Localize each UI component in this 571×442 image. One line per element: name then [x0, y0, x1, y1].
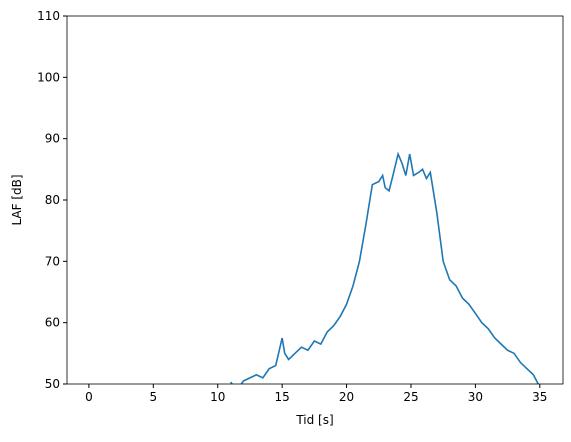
- plot-frame: [66, 15, 564, 385]
- x-tick-label: 30: [468, 390, 483, 404]
- y-tick-label: 50: [45, 377, 60, 391]
- y-tick-label: 100: [37, 70, 60, 84]
- x-axis-label: Tid [s]: [295, 413, 333, 427]
- x-tick-label: 0: [85, 390, 93, 404]
- x-tick-label: 20: [339, 390, 354, 404]
- x-tick-label: 10: [210, 390, 225, 404]
- y-tick-label: 80: [45, 193, 60, 207]
- data-line: [229, 151, 540, 384]
- x-tick-label: 25: [403, 390, 418, 404]
- y-axis-label: LAF [dB]: [10, 174, 24, 225]
- y-tick-label: 60: [45, 316, 60, 330]
- y-tick-label: 90: [45, 132, 60, 146]
- x-tick-label: 5: [149, 390, 157, 404]
- x-tick-label: 15: [275, 390, 290, 404]
- x-tick-label: 35: [532, 390, 547, 404]
- y-tick-label: 70: [45, 254, 60, 268]
- y-tick-label: 110: [37, 9, 60, 23]
